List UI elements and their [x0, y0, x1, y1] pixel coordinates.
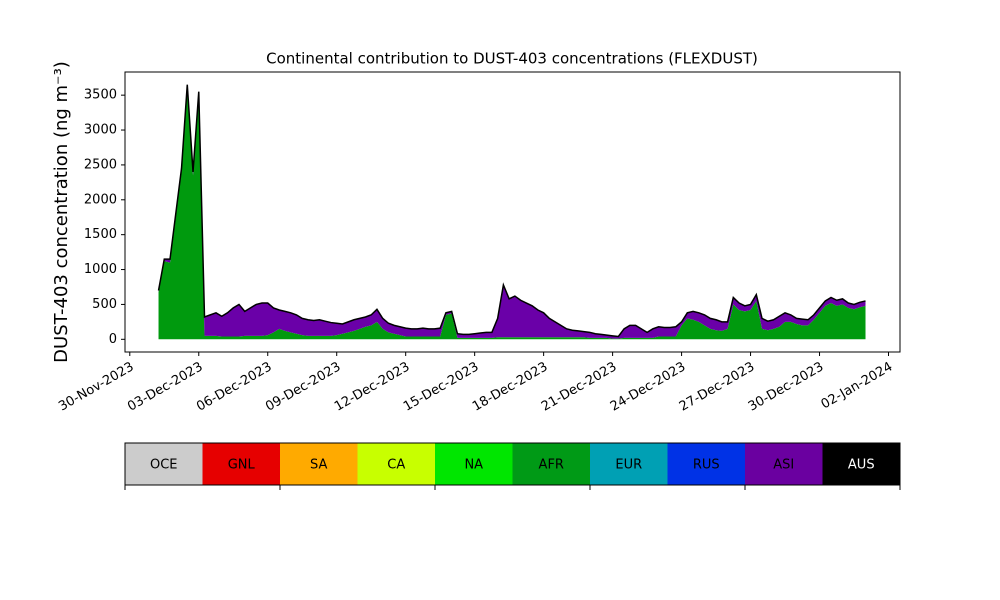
- x-tick-label: 18-Dec-2023: [470, 360, 550, 415]
- x-tick-label: 12-Dec-2023: [332, 360, 412, 415]
- y-tick-label: 3500: [84, 88, 117, 103]
- colorbar-label: SA: [310, 458, 327, 473]
- y-tick-label: 3000: [84, 123, 117, 138]
- colorbar-label: GNL: [228, 458, 256, 473]
- y-tick-label: 1000: [84, 262, 117, 277]
- y-axis-label: DUST-403 concentration (ng m⁻³): [51, 61, 72, 363]
- colorbar-label: NA: [464, 458, 483, 473]
- colorbar-label: AFR: [539, 458, 564, 473]
- x-tick-label: 15-Dec-2023: [401, 360, 481, 415]
- x-tick-label: 21-Dec-2023: [539, 360, 619, 415]
- x-tick-label: 02-Jan-2024: [819, 360, 896, 413]
- plot-frame: [124, 71, 901, 353]
- colorbar-cell: [512, 443, 590, 485]
- colorbar-cell: [590, 443, 668, 485]
- colorbar-cell: [202, 443, 280, 485]
- area: [158, 84, 866, 339]
- colorbar-label: RUS: [693, 458, 720, 473]
- colorbar-label: ASI: [773, 458, 794, 473]
- x-tick-label: 09-Dec-2023: [263, 360, 343, 415]
- colorbar-label: EUR: [615, 458, 642, 473]
- colorbar-cell: [435, 443, 513, 485]
- y-tick-label: 2000: [84, 192, 117, 207]
- colorbar-cell: [822, 443, 900, 485]
- colorbar-label: OCE: [150, 458, 178, 473]
- colorbar-label: AUS: [848, 458, 875, 473]
- colorbar-cell: [745, 443, 823, 485]
- colorbar-cell: [667, 443, 745, 485]
- x-tick-label: 30-Dec-2023: [746, 360, 826, 415]
- x-tick-label: 30-Nov-2023: [56, 360, 136, 415]
- colorbar-cell: [280, 443, 358, 485]
- y-tick-label: 2500: [84, 157, 117, 172]
- colorbar-frame: [124, 442, 901, 486]
- x-tick-label: 27-Dec-2023: [677, 360, 757, 415]
- y-tick-label: 500: [92, 297, 117, 312]
- total-outline: [157, 84, 866, 338]
- x-tick-label: 03-Dec-2023: [125, 360, 205, 415]
- x-tick-label: 24-Dec-2023: [608, 360, 688, 415]
- y-tick-label: 0: [109, 332, 117, 347]
- x-tick-label: 06-Dec-2023: [194, 360, 274, 415]
- colorbar-cell: [357, 443, 435, 485]
- colorbar-label: CA: [387, 458, 405, 473]
- colorbar-cell: [125, 443, 203, 485]
- chart-title: Continental contribution to DUST-403 con…: [266, 50, 758, 68]
- y-tick-label: 1500: [84, 227, 117, 242]
